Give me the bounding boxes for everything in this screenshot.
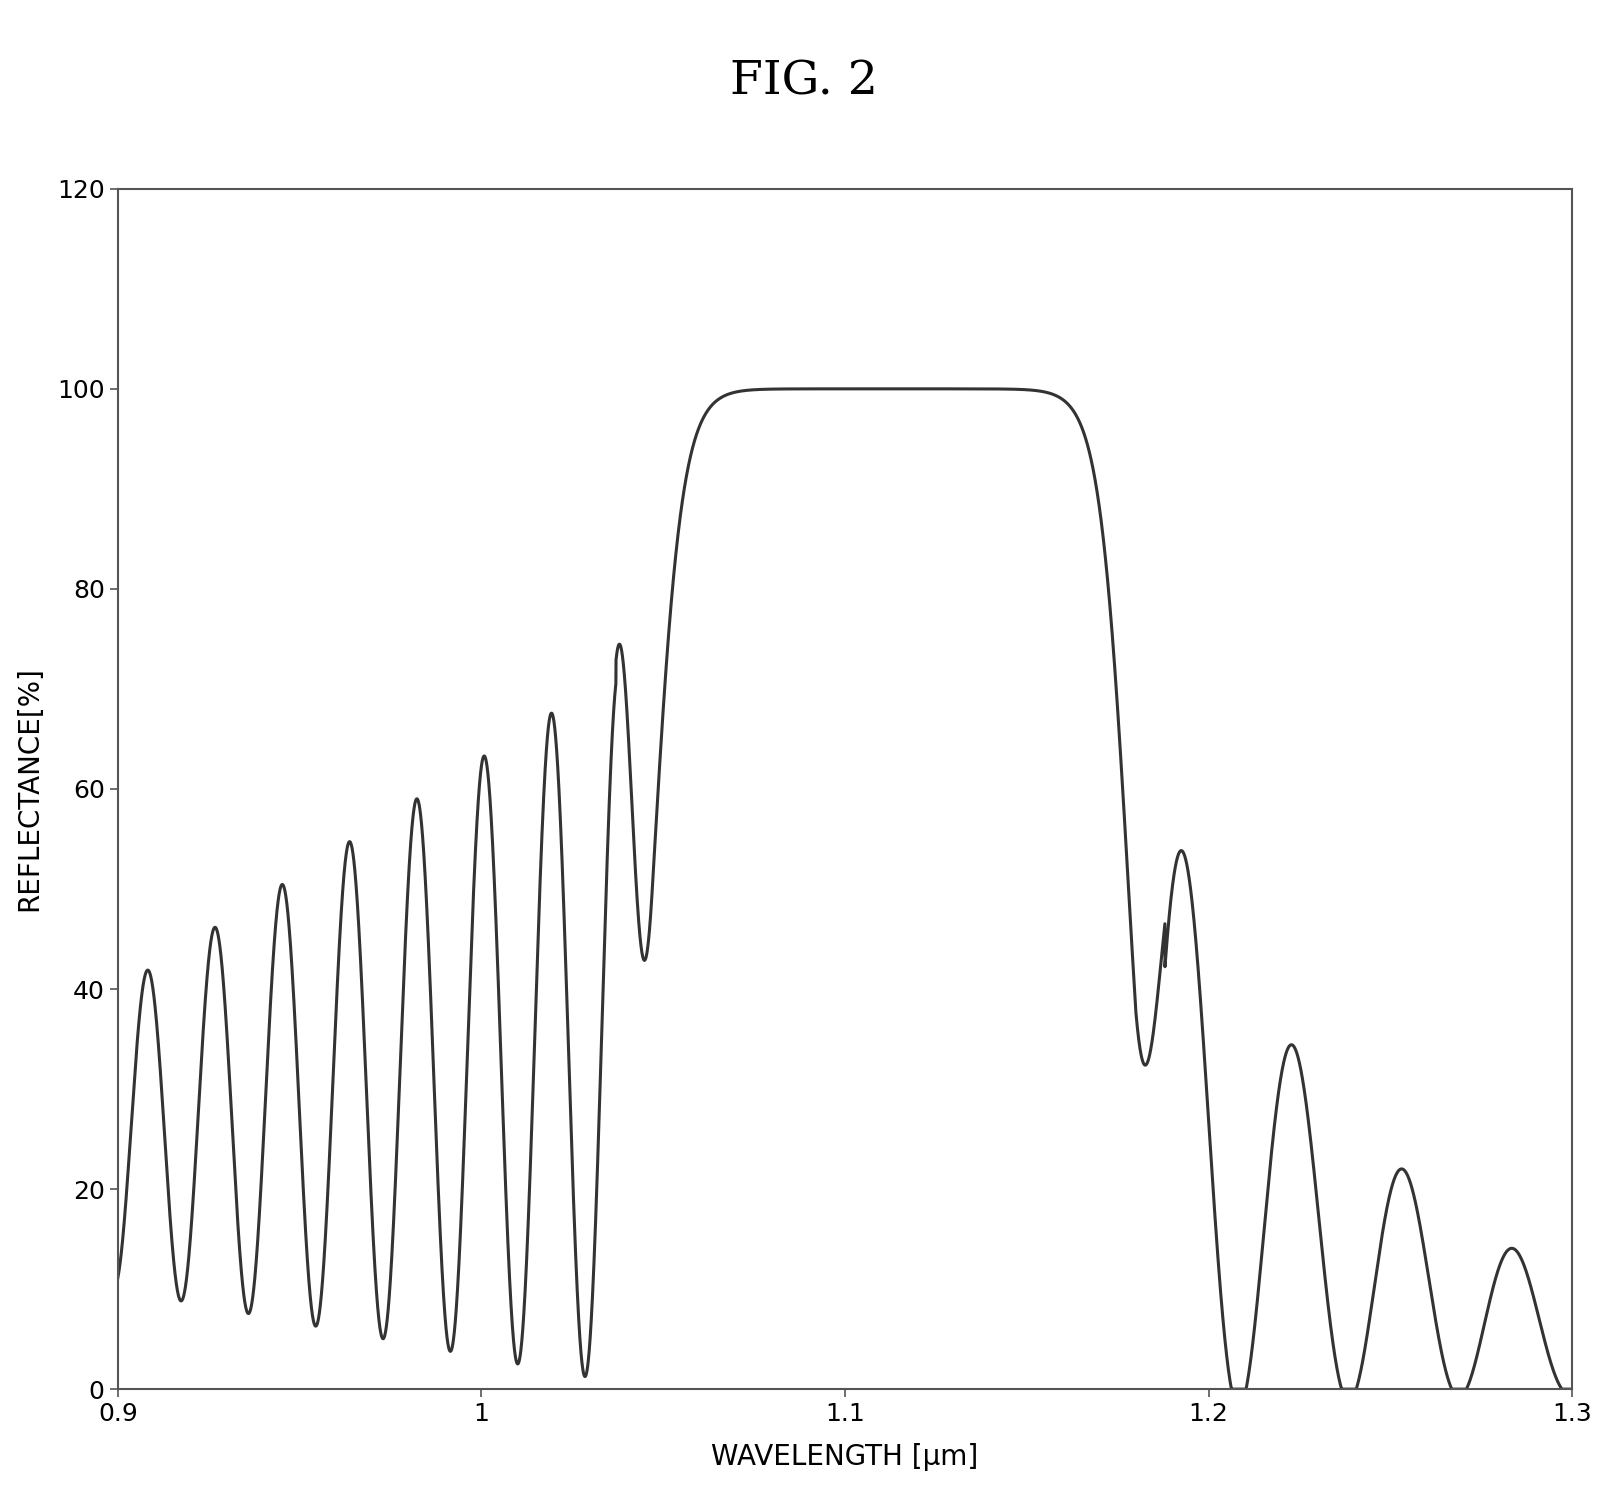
Y-axis label: REFLECTANCE[%]: REFLECTANCE[%]: [14, 667, 43, 911]
X-axis label: WAVELENGTH [μm]: WAVELENGTH [μm]: [712, 1443, 979, 1471]
Text: FIG. 2: FIG. 2: [730, 59, 877, 104]
